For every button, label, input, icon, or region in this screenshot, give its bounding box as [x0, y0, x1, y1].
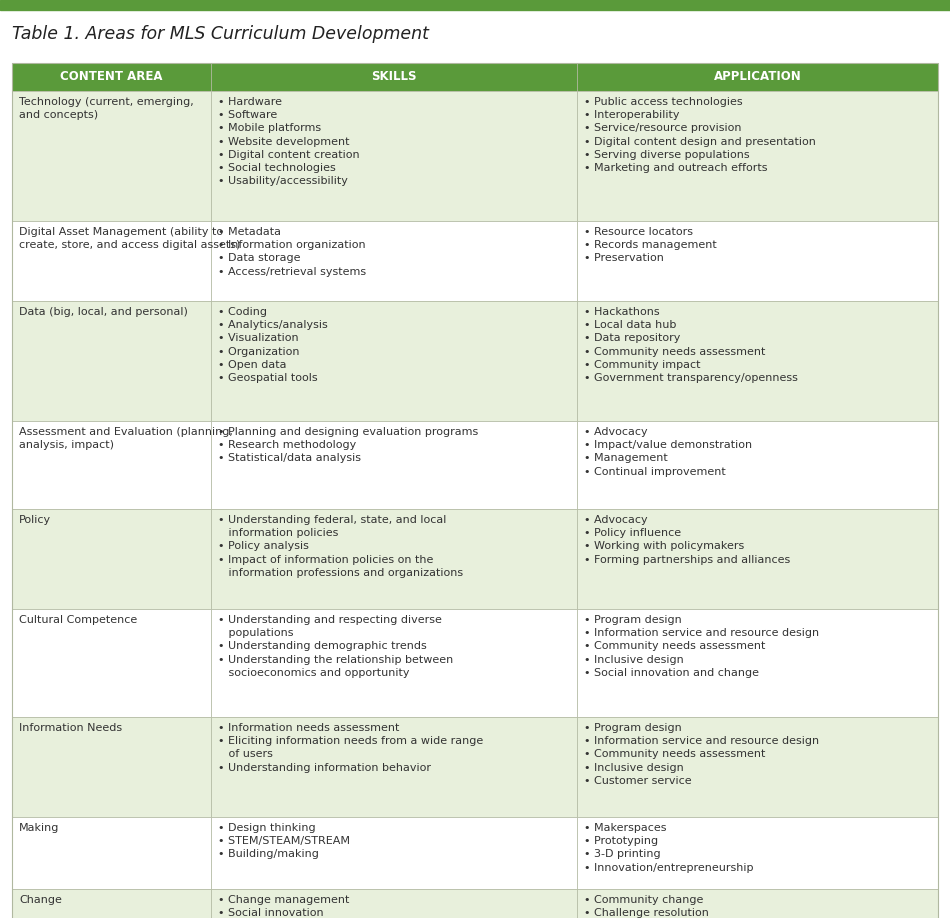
- Text: Assessment and Evaluation (planning,
analysis, impact): Assessment and Evaluation (planning, ana…: [19, 427, 233, 450]
- Text: • Planning and designing evaluation programs
• Research methodology
• Statistica: • Planning and designing evaluation prog…: [218, 427, 479, 464]
- Text: APPLICATION: APPLICATION: [713, 71, 801, 84]
- Text: • Understanding federal, state, and local
   information policies
• Policy analy: • Understanding federal, state, and loca…: [218, 515, 464, 577]
- Bar: [12, 221, 211, 301]
- Bar: [211, 509, 577, 609]
- Bar: [12, 63, 211, 91]
- Text: • Community change
• Challenge resolution
• Disruption
• Innovation: • Community change • Challenge resolutio…: [584, 895, 709, 918]
- Bar: [211, 421, 577, 509]
- Bar: [211, 717, 577, 817]
- Text: • Program design
• Information service and resource design
• Community needs ass: • Program design • Information service a…: [584, 615, 819, 677]
- Bar: [211, 91, 577, 221]
- Text: • Resource locators
• Records management
• Preservation: • Resource locators • Records management…: [584, 227, 716, 263]
- Text: Making: Making: [19, 823, 59, 833]
- Text: Data (big, local, and personal): Data (big, local, and personal): [19, 307, 188, 317]
- Text: • Public access technologies
• Interoperability
• Service/resource provision
• D: • Public access technologies • Interoper…: [584, 97, 816, 173]
- Bar: [211, 301, 577, 421]
- Bar: [577, 889, 938, 918]
- Bar: [211, 63, 577, 91]
- Bar: [211, 889, 577, 918]
- Bar: [577, 609, 938, 717]
- Text: • Makerspaces
• Prototyping
• 3-D printing
• Innovation/entrepreneurship: • Makerspaces • Prototyping • 3-D printi…: [584, 823, 753, 873]
- Text: Cultural Competence: Cultural Competence: [19, 615, 137, 625]
- Text: • Design thinking
• STEM/STEAM/STREAM
• Building/making: • Design thinking • STEM/STEAM/STREAM • …: [218, 823, 351, 859]
- Bar: [577, 221, 938, 301]
- Bar: [577, 817, 938, 889]
- Text: Policy: Policy: [19, 515, 51, 525]
- Text: • Advocacy
• Policy influence
• Working with policymakers
• Forming partnerships: • Advocacy • Policy influence • Working …: [584, 515, 790, 565]
- Text: • Change management
• Social innovation
• Leadership: • Change management • Social innovation …: [218, 895, 350, 918]
- Bar: [12, 889, 211, 918]
- Bar: [211, 817, 577, 889]
- Bar: [577, 301, 938, 421]
- Text: • Advocacy
• Impact/value demonstration
• Management
• Continual improvement: • Advocacy • Impact/value demonstration …: [584, 427, 752, 476]
- Bar: [577, 63, 938, 91]
- Bar: [577, 509, 938, 609]
- Bar: [211, 609, 577, 717]
- Bar: [12, 509, 211, 609]
- Text: Digital Asset Management (ability to
create, store, and access digital assets): Digital Asset Management (ability to cre…: [19, 227, 240, 251]
- Bar: [12, 421, 211, 509]
- Text: Table 1. Areas for MLS Curriculum Development: Table 1. Areas for MLS Curriculum Develo…: [12, 25, 429, 43]
- Text: • Understanding and respecting diverse
   populations
• Understanding demographi: • Understanding and respecting diverse p…: [218, 615, 453, 677]
- Text: • Coding
• Analytics/analysis
• Visualization
• Organization
• Open data
• Geosp: • Coding • Analytics/analysis • Visualiz…: [218, 307, 328, 383]
- Bar: [577, 91, 938, 221]
- Text: • Program design
• Information service and resource design
• Community needs ass: • Program design • Information service a…: [584, 723, 819, 786]
- Text: CONTENT AREA: CONTENT AREA: [60, 71, 162, 84]
- Bar: [12, 609, 211, 717]
- Text: • Information needs assessment
• Eliciting information needs from a wide range
 : • Information needs assessment • Eliciti…: [218, 723, 484, 773]
- Text: SKILLS: SKILLS: [371, 71, 417, 84]
- Bar: [12, 717, 211, 817]
- Text: • Hardware
• Software
• Mobile platforms
• Website development
• Digital content: • Hardware • Software • Mobile platforms…: [218, 97, 360, 186]
- Bar: [577, 717, 938, 817]
- Text: • Metadata
• Information organization
• Data storage
• Access/retrieval systems: • Metadata • Information organization • …: [218, 227, 366, 276]
- Bar: [211, 221, 577, 301]
- Text: Change: Change: [19, 895, 62, 905]
- Bar: [12, 91, 211, 221]
- Bar: [12, 301, 211, 421]
- Bar: [577, 421, 938, 509]
- Text: Technology (current, emerging,
and concepts): Technology (current, emerging, and conce…: [19, 97, 194, 120]
- Bar: [12, 817, 211, 889]
- Text: Information Needs: Information Needs: [19, 723, 123, 733]
- Text: • Hackathons
• Local data hub
• Data repository
• Community needs assessment
• C: • Hackathons • Local data hub • Data rep…: [584, 307, 798, 383]
- Bar: [0, 0, 950, 10]
